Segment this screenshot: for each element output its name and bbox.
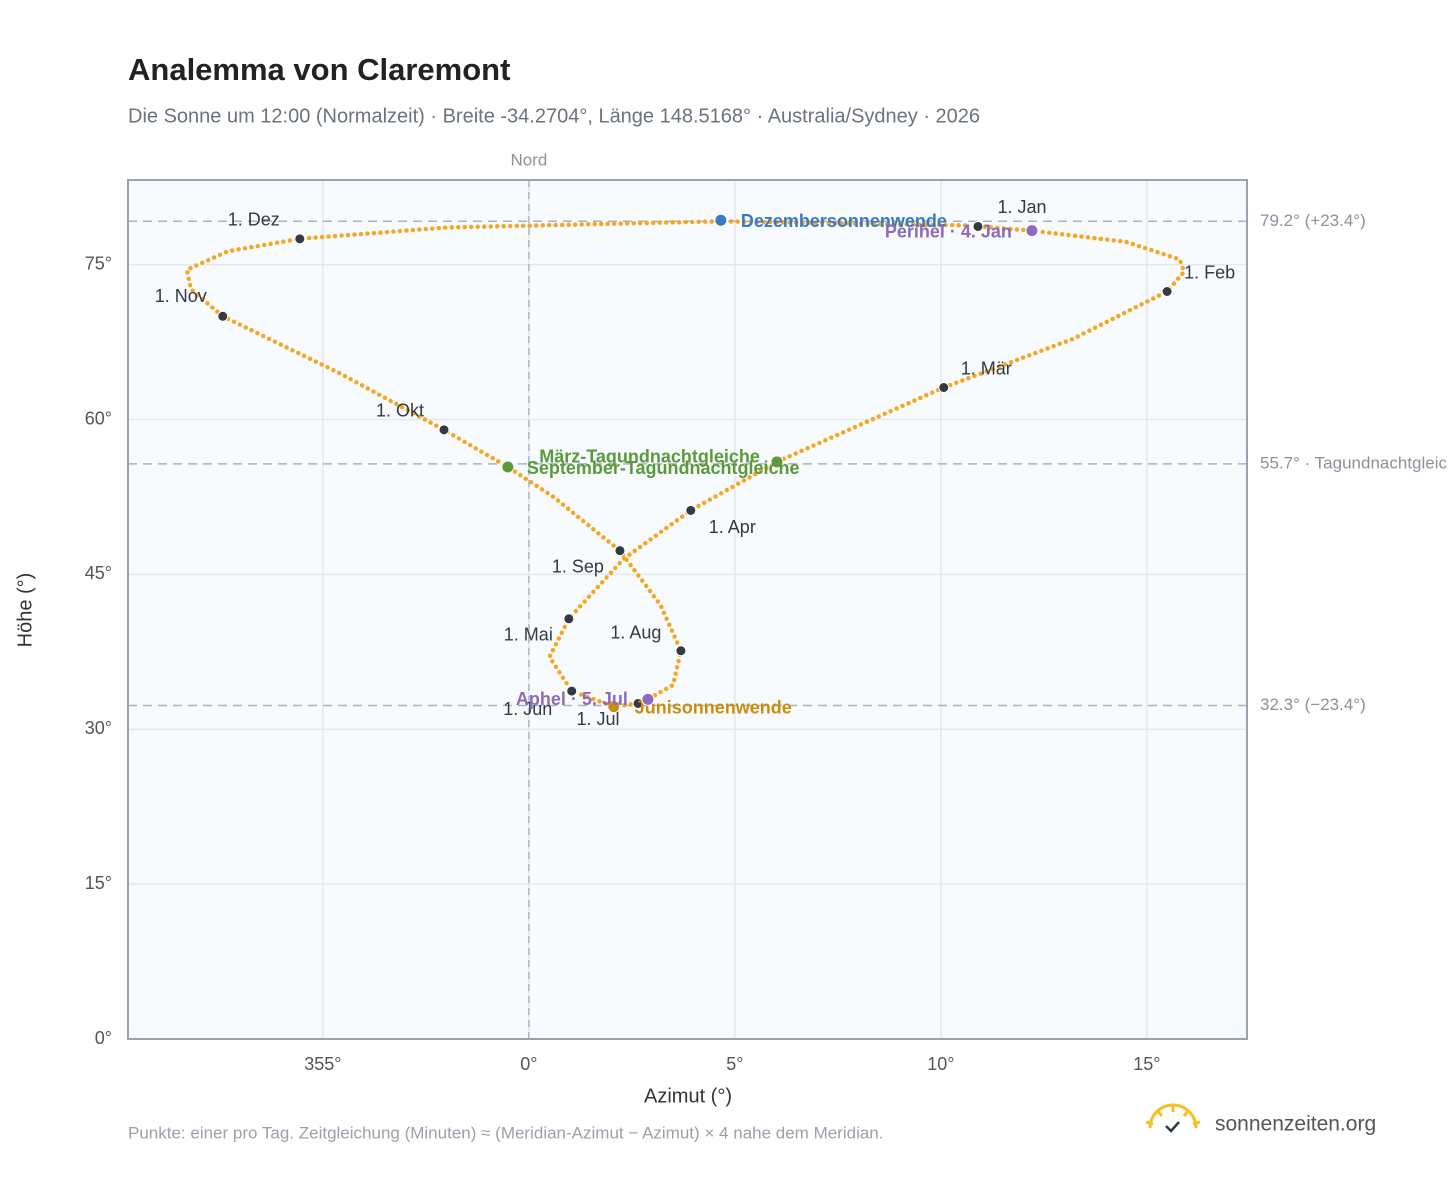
x-tick-label: 10° — [927, 1054, 954, 1074]
month-point — [566, 685, 578, 697]
y-axis-label: Höhe (°) — [14, 573, 36, 648]
chart-subtitle: Die Sonne um 12:00 (Normalzeit) · Breite… — [128, 105, 980, 127]
event-point — [501, 460, 515, 474]
brand: sonnenzeiten.org — [1215, 1113, 1376, 1136]
y-tick-label: 45° — [85, 563, 112, 583]
event-label: Dezembersonnenwende — [741, 211, 947, 231]
month-point — [614, 545, 626, 557]
month-point — [1161, 286, 1173, 298]
reference-label: 55.7° · Tagundnachtgleiche — [1260, 453, 1448, 472]
y-tick-label: 15° — [85, 873, 112, 893]
y-tick-label: 30° — [85, 718, 112, 738]
month-point — [685, 504, 697, 516]
y-tick-label: 60° — [85, 408, 112, 428]
month-point — [938, 382, 950, 394]
brand-logo — [1145, 1103, 1201, 1133]
month-label: 1. Apr — [709, 517, 756, 537]
event-point — [770, 455, 784, 469]
event-label: Perihel · 4. Jan — [885, 221, 1012, 241]
event-point — [1025, 224, 1039, 238]
month-label: 1. Jun — [503, 699, 552, 719]
event-point — [714, 213, 728, 227]
month-label: 1. Okt — [376, 401, 424, 421]
reference-label: 79.2° (+23.4°) — [1260, 211, 1366, 230]
event-label: März-Tagundnachtgleiche — [539, 447, 760, 467]
month-point — [438, 424, 450, 436]
month-point — [217, 310, 229, 322]
month-label: 1. Feb — [1184, 262, 1235, 282]
x-axis-label: Azimut (°) — [644, 1085, 732, 1107]
month-label: 1. Mai — [504, 625, 553, 645]
y-tick-label: 0° — [95, 1028, 112, 1048]
month-label: 1. Dez — [228, 210, 280, 230]
month-label: 1. Jul — [577, 709, 620, 729]
footnote: Punkte: einer pro Tag. Zeitgleichung (Mi… — [128, 1123, 884, 1142]
x-tick-label: 5° — [726, 1054, 743, 1074]
month-label: 1. Jan — [997, 197, 1046, 217]
month-point — [972, 220, 984, 232]
event-point — [641, 692, 655, 706]
plot-frame — [127, 179, 1248, 1040]
event-label: September-Tagundnachtgleiche — [527, 458, 800, 478]
month-point — [563, 613, 575, 625]
event-label: Aphel · 5. Jul — [516, 689, 628, 709]
plot-area — [128, 180, 1247, 1039]
month-point — [675, 645, 687, 657]
month-label: 1. Sep — [552, 556, 604, 576]
x-tick-label: 15° — [1133, 1054, 1160, 1074]
event-label: Junisonnenwende — [635, 697, 792, 717]
month-label: 1. Aug — [610, 623, 661, 643]
reference-label: 32.3° (−23.4°) — [1260, 695, 1366, 714]
month-label: 1. Mär — [961, 358, 1012, 378]
chart-title: Analemma von Claremont — [128, 52, 510, 87]
month-label: 1. Nov — [155, 286, 207, 306]
y-tick-label: 75° — [85, 253, 112, 273]
north-label: Nord — [510, 150, 547, 169]
month-point — [294, 233, 306, 245]
x-tick-label: 0° — [520, 1054, 537, 1074]
event-point — [607, 700, 621, 714]
x-tick-label: 355° — [304, 1054, 341, 1074]
